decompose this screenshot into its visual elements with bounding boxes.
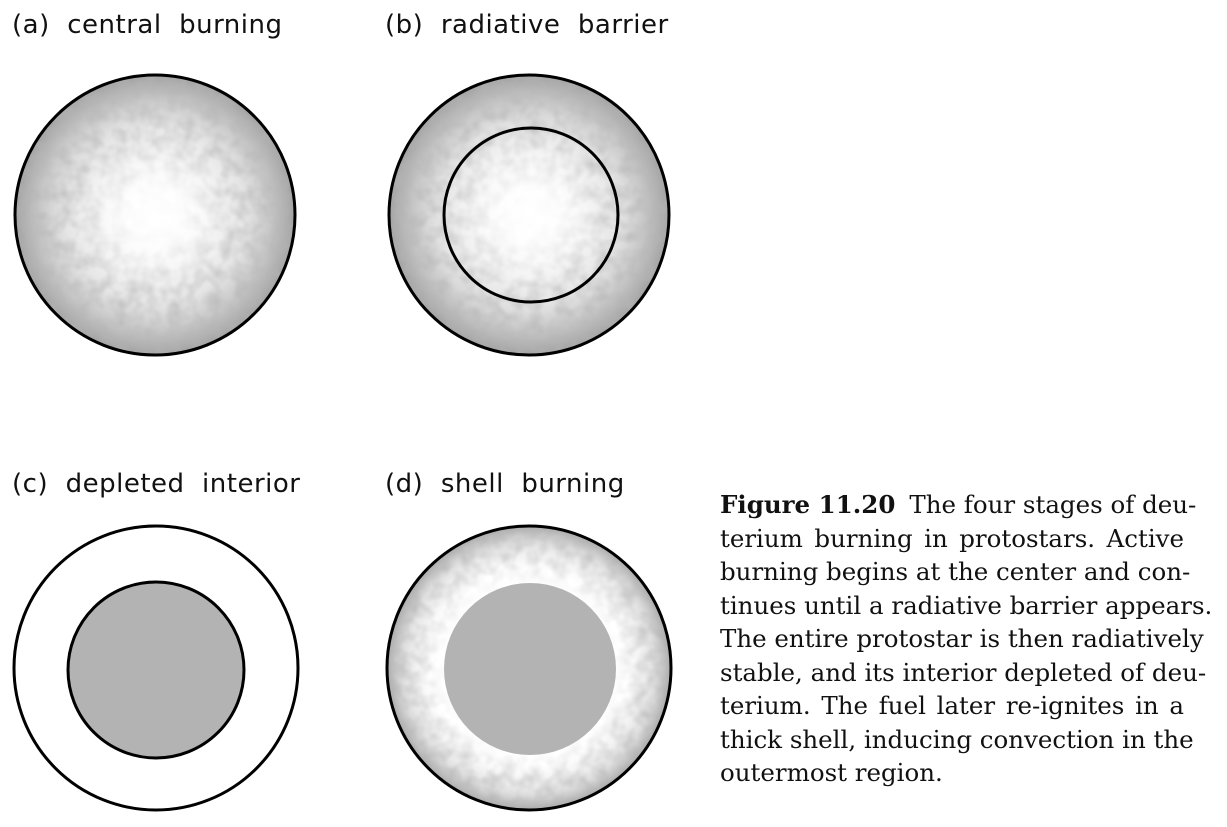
panel-b-label: (b) radiative barrier: [385, 10, 669, 40]
caption-text-1: The four stages of deu-: [909, 490, 1197, 519]
panel-c-label: (c) depleted interior: [12, 469, 301, 499]
shell-burning-diagram: [385, 524, 673, 812]
convective-zone: [389, 75, 669, 355]
star-surface-outline: [385, 524, 673, 812]
central-burning-diagram: [13, 73, 297, 357]
star-surface-outline: [13, 73, 297, 357]
caption-line-5: The entire protostar is then radiatively: [720, 624, 1204, 653]
panel-a-label: (a) central burning: [12, 10, 283, 40]
caption-line-2: terium burning in protostars. Active: [720, 523, 1184, 553]
caption-line-4: tinues until a radiative barrier appears…: [720, 590, 1213, 620]
convective-zone: [15, 75, 295, 355]
radiative-barrier-diagram: [387, 73, 671, 357]
star-surface-outline: [387, 73, 671, 357]
caption-line-1: Figure 11.20 The four stages of deu-: [720, 488, 1196, 522]
depleted-core: [444, 583, 616, 755]
caption-title: Figure 11.20: [720, 490, 896, 519]
depleted-core: [66, 580, 246, 760]
caption-line-6: stable, and its interior depleted of deu…: [720, 657, 1207, 687]
caption-line-7: terium. The fuel later re-ignites in a: [720, 691, 1184, 720]
caption-line-3: burning begins at the center and con-: [720, 557, 1191, 586]
radiative-barrier-outline: [442, 126, 620, 304]
figure-caption: Figure 11.20 The four stages of deu- teri…: [720, 488, 1213, 790]
caption-line-8: thick shell, inducing convection in the: [720, 724, 1194, 754]
depleted-interior-diagram: [12, 524, 300, 812]
panel-d-label: (d) shell burning: [385, 469, 625, 499]
caption-line-9: outermost region.: [720, 758, 943, 787]
